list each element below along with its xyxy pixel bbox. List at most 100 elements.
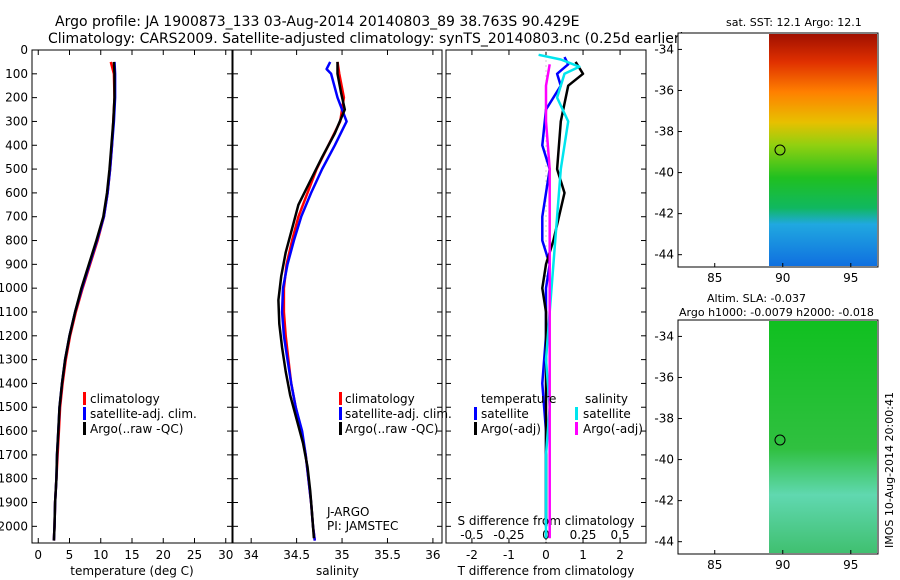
legend-swatch-s-argo [575, 422, 578, 435]
lon-tick-label: 90 [775, 558, 790, 572]
legend-swatch-s-satellite [575, 407, 578, 420]
lat-tick-label: -42 [654, 207, 674, 221]
x-tick-label: 0 [542, 548, 550, 562]
salinity-panel [232, 49, 443, 544]
legend-label-climatology: climatology [345, 392, 415, 406]
depth-tick-label: 500 [5, 162, 28, 176]
depth-tick-label: 200 [5, 91, 28, 105]
depth-tick-label: 1800 [0, 472, 28, 486]
figure-title-line1: Argo profile: JA 1900873_133 03-Aug-2014… [55, 14, 580, 30]
sla-map-field [769, 321, 877, 553]
depth-tick-label: 1200 [0, 329, 28, 343]
sst-map-field [769, 34, 877, 266]
legend-label-argo: Argo(..raw -QC) [90, 422, 183, 436]
x-tick-label: 20 [156, 548, 171, 562]
legend-swatch-t-argo [474, 422, 477, 435]
legend-label-argo: Argo(..raw -QC) [345, 422, 438, 436]
lon-tick-label: 95 [843, 271, 858, 285]
depth-tick-label: 1600 [0, 424, 28, 438]
x-tick-label: 35 [334, 548, 349, 562]
temperature-panel [31, 49, 233, 544]
depth-tick-label: 1700 [0, 448, 28, 462]
figure-title-line2: Climatology: CARS2009. Satellite-adjuste… [48, 31, 685, 47]
lat-tick-label: -40 [654, 453, 674, 467]
legend-swatch-argo [339, 422, 342, 435]
series-line-satellite-adj-clim- [280, 61, 348, 541]
legend-title-temperature: temperature [481, 392, 556, 406]
legend-label-s-argo: Argo(-adj) [583, 422, 643, 436]
x-tick-label: 0 [34, 548, 42, 562]
legend-label-s-satellite: satellite [583, 407, 631, 421]
lat-tick-label: -36 [654, 83, 674, 97]
salinity-legend: climatology satellite-adj. clim. Argo(..… [339, 392, 452, 436]
depth-tick-label: 1300 [0, 353, 28, 367]
sla-map-title2: Argo h1000: -0.0079 h2000: -0.018 [679, 306, 874, 319]
s-diff-tick-label: -0.25 [493, 528, 524, 542]
s-diff-tick-label: 0.5 [611, 528, 630, 542]
x-axis-label: T difference from climatology [457, 564, 635, 578]
lat-tick-label: -44 [654, 248, 674, 262]
lat-tick-label: -38 [654, 412, 674, 426]
legend-label-satellite: satellite-adj. clim. [345, 407, 452, 421]
series-line-s-satellite [538, 53, 581, 539]
depth-tick-label: 900 [5, 257, 28, 271]
depth-tick-label: 800 [5, 234, 28, 248]
depth-tick-label: 300 [5, 114, 28, 128]
x-tick-label: 25 [187, 548, 202, 562]
legend-title-salinity: salinity [585, 392, 628, 406]
legend-label-climatology: climatology [90, 392, 160, 406]
legend-swatch-climatology [339, 392, 342, 405]
x-tick-label: 34 [244, 548, 259, 562]
depth-tick-label: 100 [5, 67, 28, 81]
legend-label-t-argo: Argo(-adj) [481, 422, 541, 436]
series-line-satellite-adj-clim- [52, 61, 117, 541]
legend-swatch-satellite [83, 407, 86, 420]
lat-tick-label: -40 [654, 166, 674, 180]
lat-tick-label: -44 [654, 535, 674, 549]
x-tick-label: 34.5 [283, 548, 310, 562]
sst-map-axes: -34 -36 -38 -40 -42 -44 85 90 95 [654, 42, 858, 285]
series-line-argo-raw-qc- [52, 61, 116, 541]
depth-tick-label: 0 [20, 43, 28, 57]
sst-float-location-marker [774, 144, 786, 156]
x-tick-label: -1 [503, 548, 515, 562]
x-tick-label: 15 [124, 548, 139, 562]
legend-label-satellite: satellite-adj. clim. [90, 407, 197, 421]
s-diff-tick-label: 0.25 [570, 528, 597, 542]
sla-float-location-marker [774, 434, 786, 446]
series-line-climatology [52, 61, 116, 541]
depth-tick-label: 600 [5, 186, 28, 200]
x-tick-label: 35.5 [374, 548, 401, 562]
lon-tick-label: 90 [775, 271, 790, 285]
legend-swatch-t-satellite [474, 407, 477, 420]
float-program-label: J-ARGO [326, 505, 369, 519]
x-axis-label: temperature (deg C) [70, 564, 193, 578]
x-tick-label: 10 [93, 548, 108, 562]
series-line-s-argo-adj- [544, 64, 551, 539]
sst-map-title: sat. SST: 12.1 Argo: 12.1 [726, 16, 862, 29]
depth-tick-label: 1100 [0, 305, 28, 319]
x-tick-label: 5 [66, 548, 74, 562]
series-line-t-argo-adj- [541, 61, 585, 527]
depth-tick-label: 1900 [0, 496, 28, 510]
depth-tick-label: 1400 [0, 376, 28, 390]
float-pi-label: PI: JAMSTEC [327, 519, 398, 533]
depth-tick-label: 700 [5, 210, 28, 224]
legend-label-t-satellite: satellite [481, 407, 529, 421]
sla-map-axes: -34 -36 -38 -40 -42 -44 85 90 95 [654, 329, 858, 572]
lon-tick-label: 85 [707, 558, 722, 572]
depth-tick-label: 2000 [0, 519, 28, 533]
lon-tick-label: 85 [707, 271, 722, 285]
lon-tick-label: 95 [843, 558, 858, 572]
x-tick-label: 1 [579, 548, 587, 562]
lat-tick-label: -38 [654, 125, 674, 139]
series-line-argo-raw-qc- [277, 61, 347, 539]
x-tick-label: 2 [616, 548, 624, 562]
x-tick-label: 36 [425, 548, 440, 562]
legend-swatch-satellite [339, 407, 342, 420]
lat-tick-label: -34 [654, 329, 674, 343]
lat-tick-label: -42 [654, 494, 674, 508]
depth-tick-label: 400 [5, 138, 28, 152]
